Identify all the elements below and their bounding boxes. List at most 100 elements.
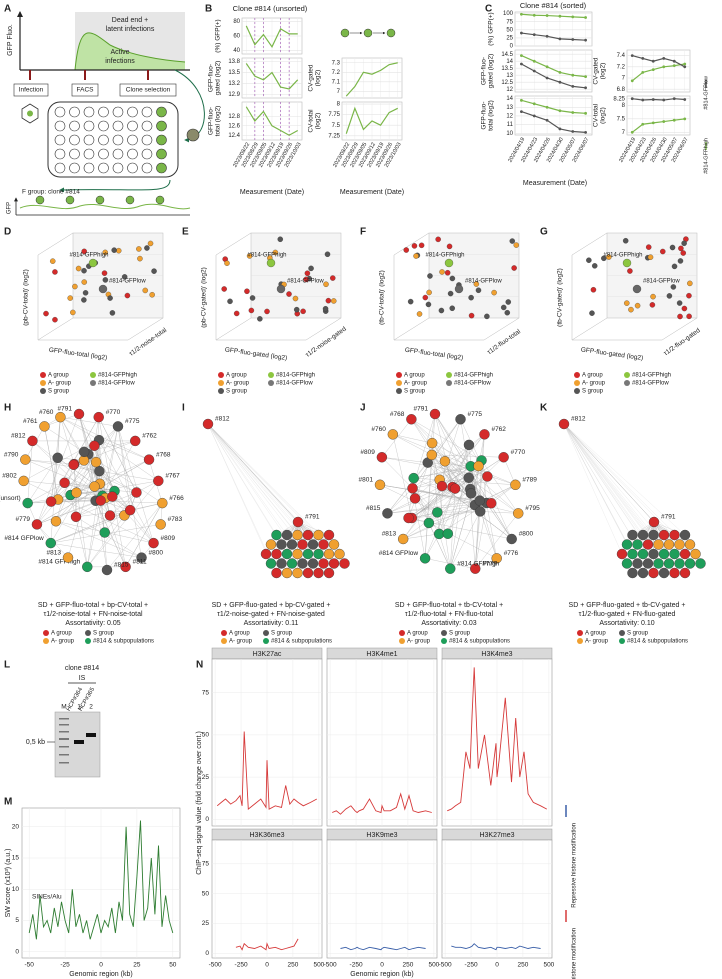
point <box>144 245 150 251</box>
node <box>281 529 293 541</box>
data-point <box>630 54 634 57</box>
node <box>39 421 50 432</box>
point <box>136 246 142 252</box>
y-tick-label: 0 <box>205 950 209 957</box>
legend-label: S group <box>449 631 471 637</box>
point <box>227 298 233 305</box>
point <box>277 236 284 242</box>
label: infections <box>105 58 135 65</box>
node-label: #775 <box>468 411 483 418</box>
well <box>69 148 80 160</box>
node-label: #800 <box>519 531 534 538</box>
point <box>324 251 331 257</box>
node-label: #812 <box>11 433 26 440</box>
data-point <box>520 62 523 66</box>
node <box>513 508 524 519</box>
panel-label: G <box>540 227 548 238</box>
node-label: #811 <box>133 559 147 566</box>
legend-swatch <box>43 630 49 636</box>
data-point <box>520 98 523 102</box>
data-point <box>662 57 666 60</box>
node <box>45 537 56 549</box>
label: #814-GFPhigh <box>247 253 286 259</box>
node <box>632 539 643 550</box>
point <box>52 269 58 275</box>
node <box>408 472 419 484</box>
highlight-point <box>454 284 464 294</box>
edge <box>207 423 319 536</box>
label: #814-GFPlow <box>287 279 324 285</box>
node <box>297 539 308 550</box>
well <box>112 148 124 160</box>
facet-title: H3K4me1 <box>366 651 397 658</box>
edge <box>563 423 659 545</box>
cube-edge <box>661 317 698 341</box>
axis-label: GFP-fluo-total (log2) <box>404 347 463 362</box>
point <box>628 306 634 313</box>
highlight-point <box>622 258 632 268</box>
series-line <box>631 63 685 82</box>
point <box>67 295 73 301</box>
x-tick-label: 500 <box>543 962 554 969</box>
legend-label: Repressive histone modification <box>572 823 578 908</box>
node <box>68 459 79 470</box>
data-point <box>545 76 549 80</box>
highlight-point <box>88 258 98 268</box>
edge <box>88 454 108 571</box>
well <box>98 134 109 146</box>
axis-label: (pb-CV-gated)' (log2) <box>201 267 208 328</box>
legend-label: #814-GFPlow <box>454 381 491 387</box>
node <box>271 529 282 541</box>
point <box>669 244 676 251</box>
node <box>292 516 304 528</box>
node <box>131 487 142 498</box>
well <box>141 162 153 174</box>
edge <box>98 440 159 482</box>
node <box>18 475 29 487</box>
y-tick-label: 100 <box>503 11 514 17</box>
legend-swatch <box>574 372 580 378</box>
node <box>78 446 90 458</box>
series-line <box>632 55 686 68</box>
legend-swatch <box>268 380 274 386</box>
step-label: Infection <box>19 87 44 94</box>
node <box>376 452 388 463</box>
node <box>73 408 85 420</box>
x-tick-label: 0 <box>99 962 103 969</box>
highlight-point <box>632 284 642 294</box>
plot-area <box>514 49 593 93</box>
edge <box>25 459 100 472</box>
well <box>98 148 109 160</box>
node <box>423 517 435 529</box>
legend-swatch <box>221 630 227 636</box>
data-point <box>545 14 549 17</box>
legend-label: #814-GFPlow <box>98 381 135 387</box>
node-label: #790 <box>4 451 19 458</box>
series-line <box>235 938 299 951</box>
point <box>233 310 240 317</box>
node <box>621 539 633 550</box>
x-tick-label: -500 <box>324 962 337 969</box>
point <box>248 307 255 314</box>
data-point <box>651 121 655 125</box>
well <box>127 106 138 118</box>
point <box>435 236 441 243</box>
cube-edge <box>393 232 430 256</box>
edge <box>452 444 470 488</box>
point <box>72 283 78 290</box>
edge <box>387 486 453 514</box>
node <box>82 561 93 573</box>
point <box>660 248 666 255</box>
node-label: #791 <box>661 514 676 521</box>
node <box>31 519 43 530</box>
legend-swatch <box>218 388 224 394</box>
well <box>54 162 66 174</box>
axis-label: GFP-fluo-total (log2) <box>48 347 107 362</box>
point <box>330 298 337 304</box>
y-tick-label: 7 <box>622 76 626 82</box>
point <box>81 279 87 285</box>
well <box>156 120 167 132</box>
point <box>678 245 684 252</box>
legend-label: A- group <box>407 639 431 645</box>
well <box>156 148 167 160</box>
